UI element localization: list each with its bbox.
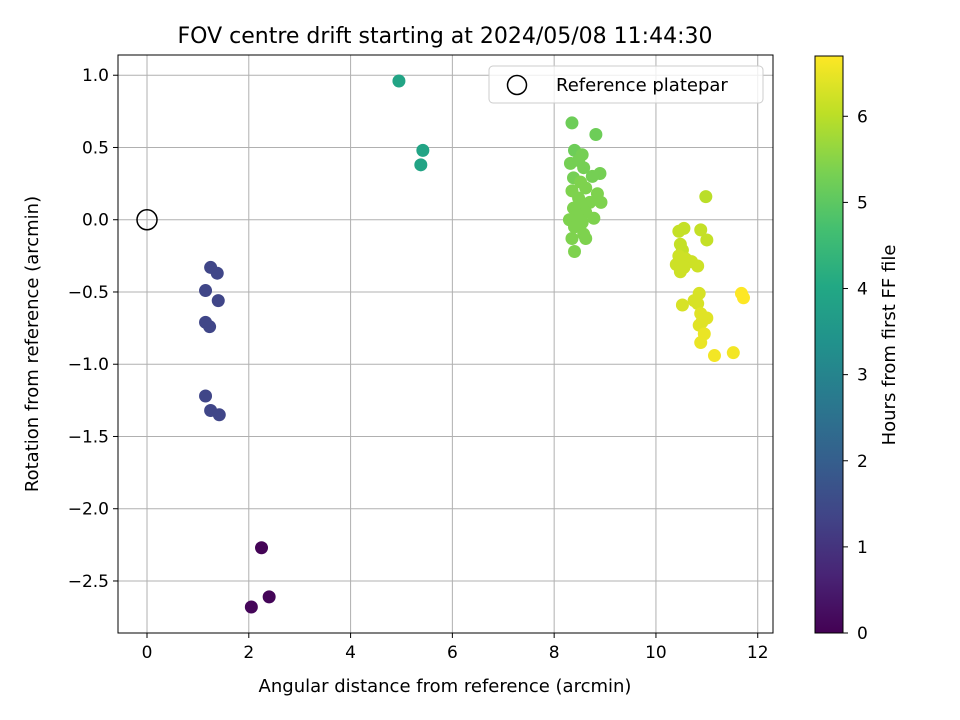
- data-point: [675, 298, 689, 312]
- data-point: [565, 116, 579, 130]
- data-point: [255, 541, 269, 555]
- x-tick-label: 8: [549, 643, 560, 663]
- y-tick-label: −2.5: [68, 572, 109, 592]
- x-tick-label: 2: [243, 643, 254, 663]
- y-tick-label: −1.5: [68, 427, 109, 447]
- data-point: [199, 284, 213, 298]
- y-tick-label: −2.0: [68, 500, 109, 520]
- data-point: [585, 169, 599, 183]
- data-point: [203, 320, 217, 334]
- data-point: [577, 161, 591, 175]
- colorbar: [814, 55, 844, 634]
- data-point: [726, 346, 740, 360]
- y-tick-label: 1.0: [82, 66, 109, 86]
- data-point: [262, 590, 276, 604]
- y-axis-label: Rotation from reference (arcmin): [22, 196, 43, 492]
- x-tick-label: 6: [447, 643, 458, 663]
- colorbar-ticks: 0 1 2 3 4 5 6: [843, 107, 868, 644]
- y-tick-label: −1.0: [68, 355, 109, 375]
- y-tick-label: 0.0: [82, 211, 109, 231]
- data-point: [691, 297, 705, 311]
- data-point: [594, 195, 608, 209]
- data-point: [672, 224, 686, 238]
- data-point: [587, 211, 601, 225]
- data-point: [210, 266, 224, 280]
- data-point: [392, 74, 406, 88]
- data-point: [694, 223, 708, 237]
- reference-platepar-marker: [136, 208, 158, 231]
- colorbar-tick-label: 5: [857, 193, 868, 213]
- colorbar-tick-label: 6: [857, 107, 868, 127]
- plot-frame: [117, 54, 774, 634]
- legend-reference-marker: [506, 74, 528, 96]
- data-point: [414, 158, 428, 172]
- data-point: [673, 265, 687, 279]
- x-tick-label: 4: [345, 643, 356, 663]
- data-point: [211, 294, 225, 308]
- axis-ticks: 0 2 4 6 8 10 12 −2.5 −2.0 −1.5 −1.0 −0.5 0.0 0.5 1.0: [68, 66, 769, 663]
- y-tick-label: 0.5: [82, 138, 109, 158]
- x-tick-label: 10: [645, 643, 667, 663]
- data-points: [199, 74, 750, 614]
- data-point: [707, 349, 721, 363]
- colorbar-tick-label: 0: [857, 624, 868, 644]
- colorbar-tick-label: 1: [857, 538, 868, 558]
- data-point: [579, 232, 593, 246]
- y-tick-label: −0.5: [68, 283, 109, 303]
- data-point: [199, 389, 213, 403]
- data-point: [699, 190, 713, 204]
- data-point: [694, 336, 708, 350]
- colorbar-tick-label: 3: [857, 366, 868, 386]
- data-point: [212, 408, 226, 422]
- x-tick-label: 0: [142, 643, 153, 663]
- colorbar-tick-label: 2: [857, 452, 868, 472]
- x-axis-label: Angular distance from reference (arcmin): [259, 676, 632, 697]
- reference-layer: [136, 208, 158, 231]
- data-point: [416, 143, 430, 157]
- data-point: [565, 232, 579, 246]
- data-point: [736, 291, 750, 305]
- data-point: [700, 233, 714, 247]
- colorbar-tick-label: 4: [857, 280, 868, 300]
- data-point: [568, 220, 582, 234]
- chart-title: FOV centre drift starting at 2024/05/08 …: [178, 24, 713, 49]
- data-point: [589, 127, 603, 141]
- legend: Reference platepar: [488, 65, 764, 104]
- grid-lines: [118, 55, 773, 633]
- data-point: [568, 245, 582, 259]
- plot-background: [118, 55, 773, 633]
- colorbar-label: Hours from first FF file: [879, 245, 900, 446]
- legend-reference-label: Reference platepar: [556, 75, 728, 96]
- data-point: [691, 259, 705, 273]
- data-point: [244, 600, 258, 614]
- x-tick-label: 12: [747, 643, 769, 663]
- legend-box: [488, 65, 764, 104]
- data-point: [579, 181, 593, 195]
